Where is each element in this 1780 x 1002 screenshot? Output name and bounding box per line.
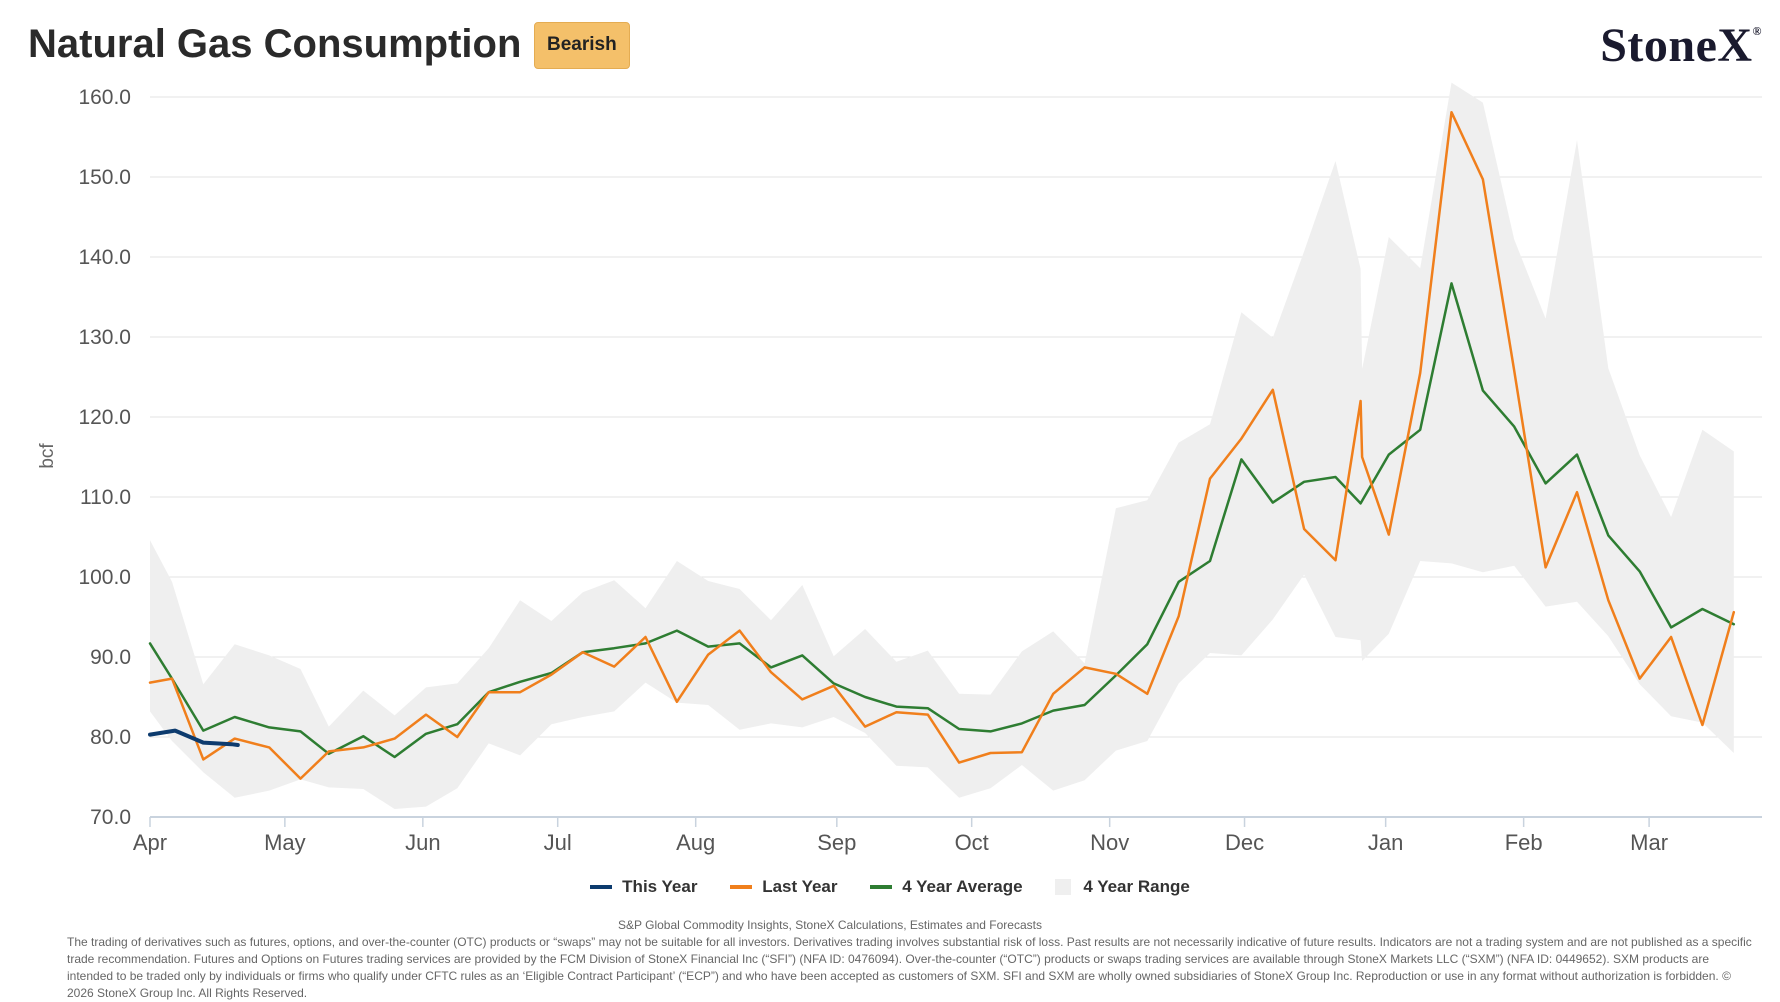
four-year-range-band (150, 82, 1734, 810)
legend-item-4yr-range[interactable]: 4 Year Range (1055, 876, 1190, 897)
y-tick-label: 90.0 (90, 646, 131, 669)
stonex-logo: StoneX® (1600, 18, 1762, 73)
x-tick-label: Jul (544, 830, 572, 855)
legend-item-last-year[interactable]: Last Year (730, 876, 838, 897)
legend-item-4yr-average[interactable]: 4 Year Average (870, 876, 1023, 897)
x-axis: Apr May Jun Jul Aug Sep Oct Nov Dec Jan Feb Mar (133, 816, 1762, 855)
x-tick-label: Mar (1630, 830, 1668, 855)
series-lines (148, 110, 1736, 780)
x-tick-label: Feb (1505, 830, 1543, 855)
4yr-average-swatch (870, 885, 893, 890)
legend-label-this-year: This Year (622, 876, 698, 896)
legend-label-4yr-range: 4 Year Range (1083, 876, 1190, 896)
4-year-average-line (148, 282, 1736, 759)
logo-registered-mark: ® (1752, 24, 1762, 38)
x-tick-label: Jan (1368, 830, 1403, 855)
chart-title: Natural Gas Consumption (28, 22, 522, 66)
x-tick-label: Dec (1225, 830, 1264, 855)
four-year-range-area (150, 82, 1734, 810)
x-tick-label: Nov (1090, 830, 1129, 855)
last-year-swatch (730, 885, 753, 890)
x-tick-label: Sep (817, 830, 856, 855)
chart-header: Natural Gas Consumption Bearish StoneX® (0, 0, 1780, 90)
last-year-line (148, 110, 1736, 780)
x-tick-label: Apr (133, 830, 167, 855)
data-source-note: S&P Global Commodity Insights, StoneX Ca… (618, 918, 1042, 932)
4yr-range-swatch (1055, 879, 1072, 896)
sentiment-badge: Bearish (534, 22, 630, 69)
legal-disclaimer: The trading of derivatives such as futur… (67, 935, 1752, 1000)
legend-item-this-year[interactable]: This Year (590, 877, 697, 897)
consumption-line-chart: Apr May Jun Jul Aug Sep Oct Nov Dec Jan Feb Mar 70.… (37, 82, 1762, 855)
y-tick-label: 150.0 (78, 166, 131, 189)
this-year-swatch (590, 885, 613, 890)
y-tick-label: 80.0 (90, 726, 131, 749)
y-tick-label: 130.0 (78, 326, 131, 349)
y-tick-label: 70.0 (90, 806, 131, 829)
y-tick-label: 160.0 (78, 86, 131, 109)
y-axis-label: bcf (37, 443, 58, 469)
y-tick-label: 110.0 (80, 486, 131, 509)
y-tick-label: 120.0 (78, 406, 131, 429)
x-tick-label: Oct (955, 830, 989, 855)
x-tick-label: May (264, 830, 306, 855)
legend-label-last-year: Last Year (762, 876, 838, 896)
y-axis: 70.0 80.0 90.0 100.0 110.0 120.0 130.0 140.0 150… (78, 86, 131, 829)
logo-text: StoneX (1600, 19, 1753, 72)
x-tick-label: Aug (676, 830, 715, 855)
legend-label-4yr-average: 4 Year Average (902, 876, 1023, 896)
y-tick-label: 100.0 (78, 566, 131, 589)
y-tick-label: 140.0 (78, 246, 131, 269)
x-tick-label: Jun (405, 830, 440, 855)
this-year-line (148, 728, 240, 747)
chart-legend: This Year Last Year 4 Year Average 4 Yea… (0, 876, 1780, 897)
